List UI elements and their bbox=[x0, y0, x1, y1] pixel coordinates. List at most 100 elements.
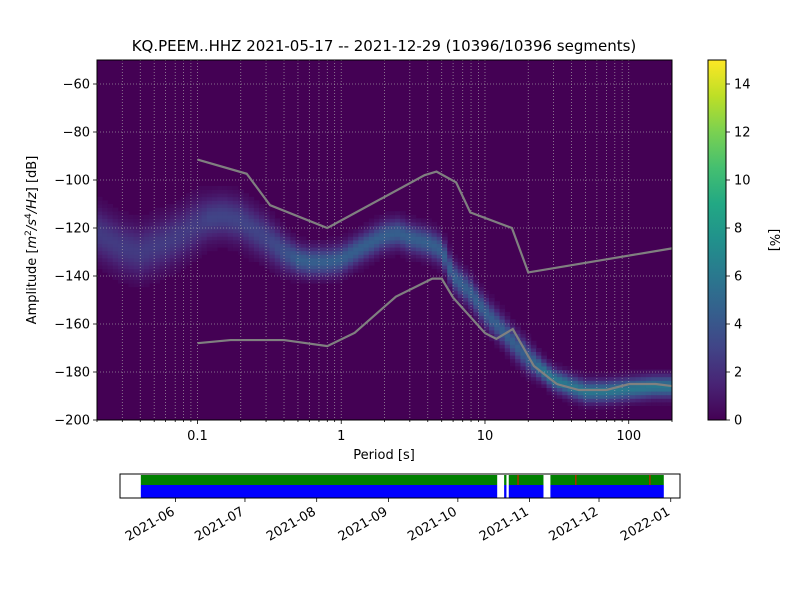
heatmap-cell bbox=[442, 261, 448, 266]
heatmap-cell bbox=[645, 373, 652, 378]
heatmap-cell bbox=[619, 402, 626, 406]
heatmap-cell bbox=[426, 247, 432, 252]
heatmap-cell bbox=[436, 247, 443, 252]
heatmap-cell bbox=[421, 225, 427, 230]
heatmap-cell bbox=[164, 268, 171, 273]
timeline-tick-label: 2021-07 bbox=[192, 504, 247, 544]
heatmap-cell bbox=[410, 236, 417, 241]
heatmap-cell bbox=[405, 236, 412, 241]
heatmap-cell bbox=[300, 247, 307, 252]
heatmap-cell bbox=[159, 268, 166, 273]
heatmap-cell bbox=[206, 218, 213, 223]
heatmap-cell bbox=[290, 250, 297, 255]
heatmap-cell bbox=[306, 272, 312, 277]
heatmap-cell bbox=[447, 272, 453, 277]
heatmap-cell bbox=[128, 283, 134, 288]
heatmap-cell bbox=[415, 229, 422, 234]
heatmap-cell bbox=[604, 391, 610, 396]
heatmap-cell bbox=[515, 351, 521, 356]
heatmap-cell bbox=[614, 387, 621, 392]
heatmap-cell bbox=[431, 236, 438, 241]
heatmap-cell bbox=[405, 240, 412, 244]
heatmap-cell bbox=[630, 369, 636, 374]
heatmap-cell bbox=[102, 250, 108, 255]
heatmap-cell bbox=[405, 250, 412, 255]
heatmap-cell bbox=[222, 232, 229, 237]
heatmap-cell bbox=[499, 312, 506, 316]
y-tick-label: −160 bbox=[54, 318, 90, 333]
heatmap-cell bbox=[227, 196, 234, 201]
heatmap-cell bbox=[133, 279, 140, 284]
heatmap-cell bbox=[279, 247, 286, 252]
heatmap-cell bbox=[609, 380, 615, 385]
heatmap-cell bbox=[515, 366, 521, 370]
heatmap-cell bbox=[138, 225, 145, 230]
heatmap-cell bbox=[520, 362, 527, 367]
heatmap-cell bbox=[473, 319, 479, 324]
heatmap-cell bbox=[264, 243, 270, 248]
heatmap-cell bbox=[159, 261, 166, 266]
heatmap-cell bbox=[415, 258, 422, 262]
heatmap-cell bbox=[269, 218, 276, 223]
heatmap-cell bbox=[212, 214, 218, 219]
heatmap-cell bbox=[389, 247, 396, 252]
heatmap-cell bbox=[206, 189, 213, 194]
heatmap-cell bbox=[436, 258, 443, 262]
heatmap-cell bbox=[97, 211, 103, 216]
heatmap-cell bbox=[520, 340, 527, 345]
heatmap-cell bbox=[133, 236, 140, 241]
heatmap-cell bbox=[624, 398, 631, 403]
heatmap-cell bbox=[400, 236, 406, 241]
heatmap-cell bbox=[154, 265, 161, 270]
heatmap-cell bbox=[159, 222, 166, 226]
heatmap-cell bbox=[588, 380, 594, 385]
heatmap-cell bbox=[347, 247, 354, 252]
heatmap-cell bbox=[311, 243, 317, 248]
heatmap-cell bbox=[530, 358, 537, 363]
heatmap-cell bbox=[191, 211, 197, 216]
heatmap-cell bbox=[107, 261, 114, 266]
heatmap-cell bbox=[180, 207, 187, 212]
heatmap-cell bbox=[112, 211, 119, 216]
heatmap-cell bbox=[159, 225, 166, 230]
heatmap-cell bbox=[295, 240, 302, 244]
heatmap-cell bbox=[478, 322, 485, 327]
heatmap-cell bbox=[442, 265, 448, 270]
heatmap-cell bbox=[274, 272, 281, 277]
psd-segment-bar bbox=[508, 475, 544, 485]
heatmap-cell bbox=[154, 247, 161, 252]
heatmap-cell bbox=[384, 232, 391, 237]
heatmap-cell bbox=[264, 236, 270, 241]
heatmap-cell bbox=[473, 290, 479, 295]
heatmap-cell bbox=[400, 225, 406, 230]
heatmap-cell bbox=[138, 214, 145, 219]
heatmap-cell bbox=[175, 222, 182, 226]
heatmap-cell bbox=[159, 258, 166, 262]
heatmap-cell bbox=[483, 304, 490, 309]
heatmap-cell bbox=[306, 254, 312, 259]
heatmap-cell bbox=[442, 258, 448, 262]
heatmap-cell bbox=[489, 312, 495, 316]
heatmap-cell bbox=[196, 250, 202, 255]
heatmap-cell bbox=[426, 254, 432, 259]
heatmap-cell bbox=[394, 222, 401, 226]
heatmap-cell bbox=[227, 204, 234, 208]
heatmap-cell bbox=[274, 232, 281, 237]
heatmap-cell bbox=[431, 254, 438, 259]
heatmap-cell bbox=[379, 232, 385, 237]
heatmap-cell bbox=[363, 247, 370, 252]
heatmap-cell bbox=[154, 232, 161, 237]
heatmap-cell bbox=[170, 247, 176, 252]
heatmap-cell bbox=[123, 214, 129, 219]
heatmap-cell bbox=[274, 261, 281, 266]
heatmap-cell bbox=[374, 247, 380, 252]
heatmap-cell bbox=[656, 376, 662, 381]
heatmap-cell bbox=[410, 232, 417, 237]
heatmap-cell bbox=[504, 348, 511, 352]
heatmap-cell bbox=[384, 236, 391, 241]
heatmap-cell bbox=[97, 204, 103, 208]
grid-lines bbox=[96, 60, 673, 421]
heatmap-cell bbox=[645, 387, 652, 392]
heatmap-cell bbox=[264, 211, 270, 216]
